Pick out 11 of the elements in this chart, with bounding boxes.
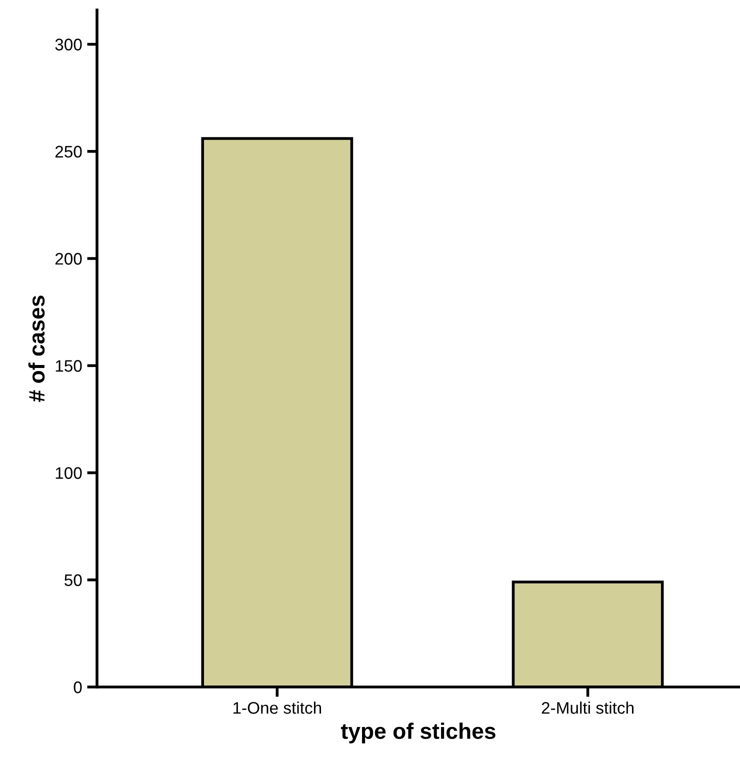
y-tick-label: 100 xyxy=(56,467,82,479)
y-tick-label: 0 xyxy=(74,681,82,694)
y-tick-label: 200 xyxy=(55,252,82,265)
x-tick-label: 2-Multi stitch xyxy=(542,702,634,714)
x-axis-title: type of stiches xyxy=(340,722,496,744)
y-tick-label: 50 xyxy=(64,574,82,586)
y-tick-label: 150 xyxy=(56,360,82,372)
x-tick-label: 1-One stitch xyxy=(234,702,322,714)
y-axis-title: # of cases xyxy=(28,296,45,402)
y-tick-label: 250 xyxy=(55,146,82,158)
y-tick-label: 300 xyxy=(55,38,82,50)
